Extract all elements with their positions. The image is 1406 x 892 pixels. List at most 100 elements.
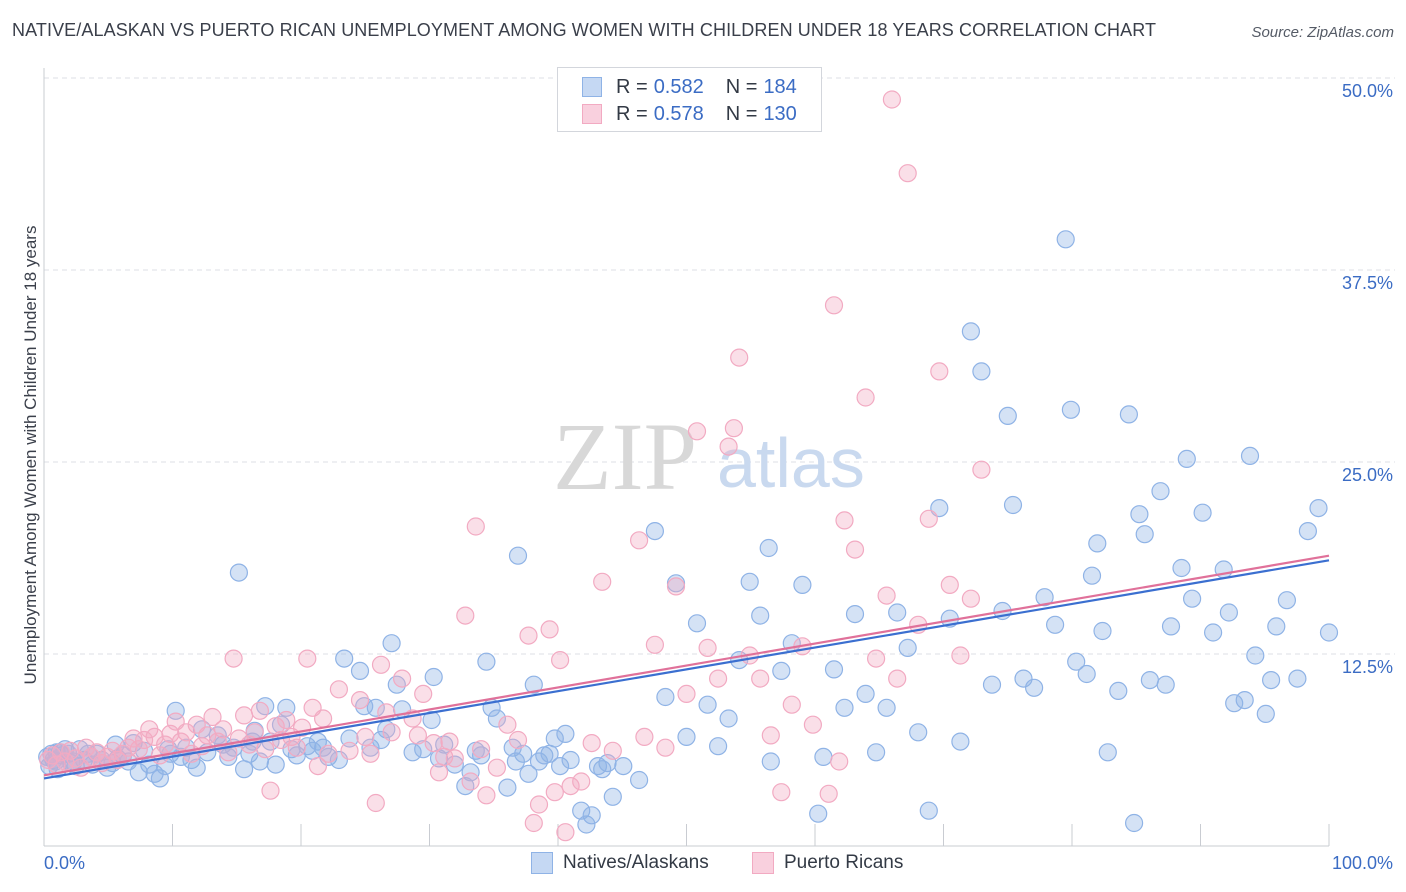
data-point [561,750,580,770]
data-point [556,823,575,842]
legend-swatch-blue [582,77,602,97]
chart-title: NATIVE/ALASKAN VS PUERTO RICAN UNEMPLOYM… [12,20,1157,40]
data-point [1235,690,1254,710]
legend-r-value: 0.578 [653,102,704,125]
data-point [519,626,538,645]
data-point [472,740,491,759]
data-point [508,730,528,750]
data-point [256,740,275,759]
legend-row-puerto-ricans: R = 0.578 N = 130 [582,103,797,125]
data-point [477,652,496,671]
data-point [1177,449,1196,468]
data-point [687,422,707,441]
data-point [550,756,570,776]
trend-line [43,554,1330,777]
data-point [298,649,317,668]
data-point [1277,591,1297,610]
data-point [229,563,248,582]
data-point [751,669,770,688]
data-point [545,729,564,748]
data-point [645,521,665,541]
data-point [1098,743,1117,762]
data-point [1225,694,1244,713]
data-point [472,746,491,765]
data-point [898,638,917,658]
data-point [888,603,907,622]
data-point [187,758,206,777]
data-point [440,732,459,751]
data-point [350,661,370,681]
data-point [951,646,970,665]
data-point [824,296,844,315]
legend-item-puerto-ricans[interactable]: Puerto Ricans [752,852,903,874]
data-point [329,680,348,699]
data-point [429,763,449,782]
watermark: ZIP atlas [553,403,865,510]
data-point [919,509,938,528]
data-point [366,793,385,813]
data-point [166,701,185,720]
data-point [1119,405,1139,424]
data-point [1240,446,1260,465]
data-point [882,90,902,109]
x-tick-label-max: 100.0% [1332,853,1393,873]
data-point [319,744,338,763]
data-point [972,460,991,479]
data-point [87,743,106,762]
data-point [1219,603,1239,622]
data-point [1172,558,1191,578]
data-point [487,758,506,777]
legend-n-value: 184 [763,75,797,98]
data-point [724,419,744,438]
data-point [856,684,875,704]
data-point [866,743,886,762]
data-point [366,698,385,717]
data-point [350,690,370,710]
data-point [772,661,791,681]
legend-n-value: 130 [763,102,797,125]
data-point [1003,495,1023,515]
data-point [508,546,528,565]
data-point [635,727,654,747]
data-point [1130,505,1149,524]
data-point [982,675,1002,694]
data-point [424,667,443,687]
data-point [761,752,780,771]
data-point [356,727,375,747]
data-point [461,772,480,791]
data-point [361,744,380,763]
data-point [335,649,354,668]
data-point [414,740,433,759]
data-point [498,715,517,734]
data-point [582,806,601,825]
data-point [1061,400,1081,419]
data-point [1035,588,1054,607]
gridlines [44,77,1395,655]
data-point [540,620,559,639]
data-point [235,706,254,725]
data-point [803,715,823,734]
data-point [759,538,778,558]
data-point [824,660,844,679]
data-point [898,164,917,183]
data-point [656,738,675,757]
data-point [1182,589,1202,608]
data-point [572,772,591,791]
legend-item-natives-alaskans[interactable]: Natives/Alaskans [531,852,709,874]
y-tick-label: 12.5% [1342,657,1393,677]
data-point [245,723,264,742]
data-point [1151,482,1170,501]
data-point [1093,621,1112,641]
data-point [556,724,575,744]
data-point [845,604,865,624]
data-point [866,649,886,668]
legend-n-key: N = [725,102,758,125]
data-point [603,741,622,760]
data-point [708,737,728,756]
data-point [498,778,517,797]
trend-lines [43,554,1330,780]
data-point [422,710,441,730]
data-point [561,776,580,796]
data-point [645,635,665,654]
